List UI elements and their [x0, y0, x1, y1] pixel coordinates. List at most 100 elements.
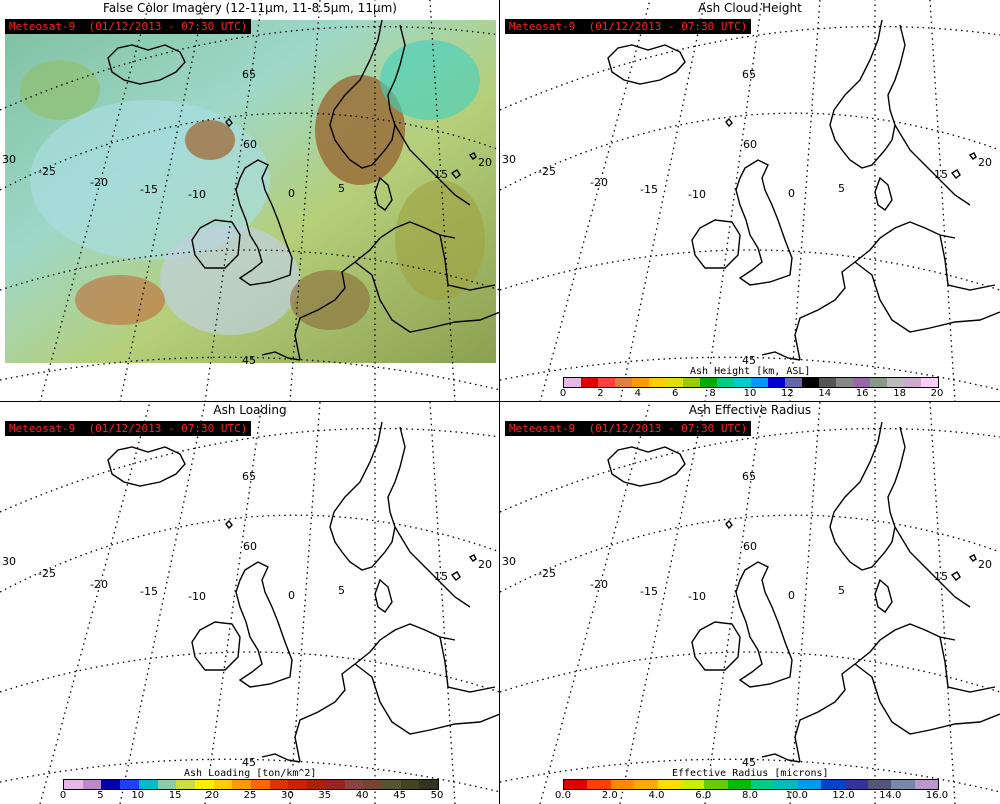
ash-loading-panel: Ash Loading Meteosat-9 (01/12/2013 - 07:… [0, 402, 500, 804]
colorbar-swatch [680, 780, 705, 789]
colorbar-swatch [598, 378, 615, 387]
panel-divider-vertical [499, 0, 500, 804]
colorbar-swatch [700, 378, 717, 387]
colorbar-swatch [751, 780, 775, 789]
colorbar-label: Effective Radius [microns] [670, 768, 831, 779]
satellite-timestamp: Meteosat-9 (01/12/2013 - 07:30 UTC) [505, 421, 752, 436]
colorbar-tick-label: 16.0 [925, 790, 949, 801]
colorbar-swatch [797, 780, 822, 789]
satellite-timestamp: Meteosat-9 (01/12/2013 - 07:30 UTC) [505, 19, 752, 34]
colorbar-swatch [914, 780, 938, 789]
colorbar-tick-label: 5 [97, 790, 104, 801]
colorbar-ticks: 0 5 10 15 20 25 30 35 40 45 50 [59, 790, 444, 804]
colorbar-swatch [381, 780, 401, 789]
colorbar-swatch [734, 378, 751, 387]
colorbar-tick-label: 0 [59, 790, 67, 801]
colorbar-tick-label: 50 [430, 790, 444, 801]
colorbar-swatch [194, 780, 214, 789]
colorbar-swatch [251, 780, 270, 789]
colorbar-swatch [683, 378, 700, 387]
colorbar-swatch [138, 780, 158, 789]
colorbar-swatch [610, 780, 635, 789]
colorbar-swatch [307, 780, 326, 789]
colorbar-tick-label: 14 [818, 388, 832, 399]
colorbar-swatch [213, 780, 233, 789]
colorbar-swatch [232, 780, 252, 789]
colorbar-swatch [581, 378, 598, 387]
colorbar-swatch [64, 780, 83, 789]
colorbar-swatch [82, 780, 102, 789]
colorbar-swatch [269, 780, 289, 789]
colorbar-tick-label: 45 [393, 790, 406, 801]
colorbar-tick-label: 16 [855, 388, 869, 399]
colorbar-swatch [400, 780, 420, 789]
colorbar-swatch [751, 378, 768, 387]
colorbar-tick-label: 0.0 [555, 790, 571, 801]
colorbar-swatch [870, 378, 887, 387]
colorbar [63, 779, 439, 790]
colorbar-tick-label: 10 [131, 790, 145, 801]
colorbar-ticks: 0 2 4 6 8 10 12 14 16 18 20 [559, 388, 944, 402]
colorbar-swatch [904, 378, 921, 387]
colorbar-swatch [666, 378, 683, 387]
colorbar-tick-label: 10 [743, 388, 757, 399]
colorbar-swatch [615, 378, 632, 387]
ash-height-panel: Ash Cloud Height Meteosat-9 (01/12/2013 … [500, 0, 1000, 402]
false-color-panel: False Color Imagery (12-11μm, 11-8.5μm, … [0, 0, 500, 402]
colorbar [563, 377, 939, 388]
colorbar-tick-label: 30 [281, 790, 294, 801]
ash-radius-map [500, 402, 1000, 804]
colorbar-swatch [657, 780, 681, 789]
colorbar-tick-label: 6.0 [695, 790, 712, 801]
colorbar-swatch [101, 780, 121, 789]
ash-loading-map [0, 402, 500, 804]
colorbar-swatch [344, 780, 364, 789]
panel-title: False Color Imagery (12-11μm, 11-8.5μm, … [103, 1, 397, 15]
colorbar-swatch [325, 780, 345, 789]
colorbar-swatch [704, 780, 728, 789]
colorbar-tick-label: 2 [597, 388, 604, 399]
colorbar-swatch [844, 780, 868, 789]
colorbar-tick-label: 8.0 [742, 790, 758, 801]
satellite-timestamp: Meteosat-9 (01/12/2013 - 07:30 UTC) [5, 421, 252, 436]
colorbar-tick-label: 8 [709, 388, 716, 399]
colorbar-swatch [891, 780, 915, 789]
colorbar-swatch [774, 780, 798, 789]
colorbar-tick-label: 18 [893, 388, 906, 399]
colorbar-swatch [819, 378, 836, 387]
colorbar-ticks: 0.0 2.0 4.0 6.0 8.0 10.0 12.0 14.0 16.0 [555, 790, 948, 804]
false-color-map [0, 0, 500, 402]
colorbar-swatch [176, 780, 195, 789]
panel-divider-horizontal [0, 401, 1000, 402]
colorbar-swatch [419, 780, 439, 789]
colorbar-swatch [785, 378, 802, 387]
colorbar-tick-label: 10.0 [785, 790, 808, 801]
colorbar-swatch [727, 780, 751, 789]
colorbar-tick-label: 20 [206, 790, 219, 801]
colorbar-label: Ash Loading [ton/km^2] [182, 768, 319, 779]
colorbar-label: Ash Height [km, ASL] [688, 366, 813, 377]
colorbar-swatch [564, 378, 581, 387]
colorbar-swatch [157, 780, 177, 789]
panel-title: Ash Cloud Height [698, 1, 802, 15]
colorbar-swatch [717, 378, 734, 387]
ash-height-map [500, 0, 1000, 402]
panel-title: Ash Effective Radius [688, 403, 812, 417]
colorbar-swatch [363, 780, 382, 789]
colorbar-swatch [921, 378, 938, 387]
colorbar-swatch [836, 378, 853, 387]
colorbar-tick-label: 4.0 [648, 790, 665, 801]
colorbar-swatch [288, 780, 308, 789]
colorbar-tick-label: 14.0 [879, 790, 902, 801]
colorbar-tick-label: 15 [168, 790, 182, 801]
colorbar-tick-label: 0 [559, 388, 567, 399]
colorbar-swatch [634, 780, 658, 789]
colorbar-tick-label: 35 [318, 790, 332, 801]
colorbar-swatch [120, 780, 139, 789]
colorbar-swatch [632, 378, 649, 387]
colorbar-tick-label: 25 [243, 790, 257, 801]
colorbar-tick-label: 4 [634, 388, 641, 399]
colorbar [563, 779, 939, 790]
colorbar-swatch [867, 780, 892, 789]
colorbar-tick-label: 2.0 [601, 790, 618, 801]
